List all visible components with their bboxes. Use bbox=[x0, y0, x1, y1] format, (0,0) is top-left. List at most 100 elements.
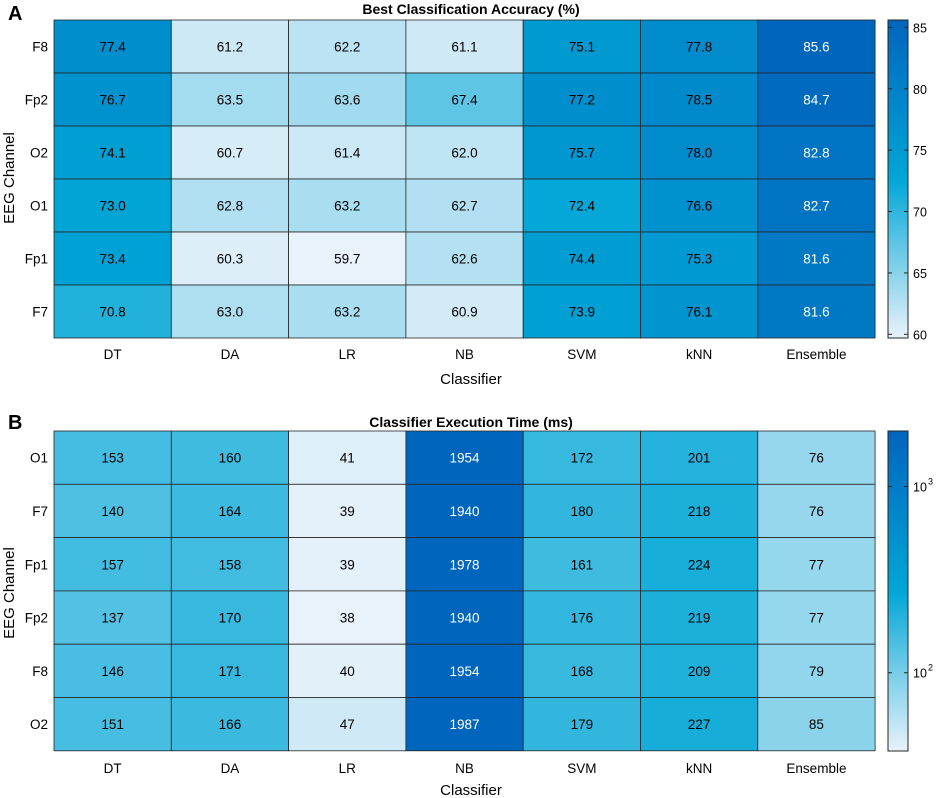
cell-value-label: 1954 bbox=[450, 664, 481, 679]
colorbar-tick-label: 70 bbox=[913, 206, 927, 220]
cell-value-label: 76.6 bbox=[686, 199, 712, 214]
heatmap-cell bbox=[53, 231, 172, 286]
cell-value-label: 76.1 bbox=[686, 305, 712, 320]
heatmap-cell bbox=[522, 537, 641, 592]
panel-a-title: Best Classification Accuracy (%) bbox=[362, 1, 579, 17]
heatmap-cell bbox=[53, 284, 172, 339]
heatmap-cell bbox=[522, 697, 641, 752]
cell-value-label: 60.3 bbox=[217, 252, 243, 267]
heatmap-cell bbox=[405, 19, 524, 74]
cell-value-label: 153 bbox=[101, 451, 124, 466]
cell-value-label: 73.0 bbox=[100, 199, 126, 214]
x-tick-label: kNN bbox=[686, 347, 712, 362]
x-tick-label: LR bbox=[339, 347, 357, 362]
heatmap-cell bbox=[757, 697, 876, 752]
cell-value-label: 61.2 bbox=[217, 40, 243, 55]
cell-value-label: 73.4 bbox=[100, 252, 127, 267]
heatmap-cell bbox=[288, 231, 407, 286]
colorbar-tick-label: 75 bbox=[913, 144, 927, 158]
cell-value-label: 63.2 bbox=[334, 305, 360, 320]
x-tick-label: DA bbox=[221, 761, 240, 776]
heatmap-cell bbox=[170, 19, 290, 74]
heatmap-cell bbox=[288, 284, 407, 339]
cell-value-label: 81.6 bbox=[803, 252, 829, 267]
y-tick-label: O2 bbox=[30, 717, 48, 732]
cell-value-label: 70.8 bbox=[100, 305, 126, 320]
panel-a-x-label: Classifier bbox=[440, 371, 502, 388]
heatmap-cell bbox=[405, 284, 524, 339]
cell-value-label: 39 bbox=[340, 557, 355, 572]
cell-value-label: 77 bbox=[809, 611, 824, 626]
cell-value-label: 63.0 bbox=[217, 305, 243, 320]
panel-a-colorbar-ticks: 60 65 70 75 80 85 bbox=[888, 21, 927, 342]
heatmap-cell bbox=[170, 178, 290, 233]
panel-b-cells: 153 160 41 1954 172 201 76 140 164 39 1940 180 218 76… bbox=[53, 430, 876, 752]
cell-value-label: 77 bbox=[809, 557, 824, 572]
panel-b-colorbar bbox=[887, 430, 909, 752]
y-tick-label: O1 bbox=[30, 451, 48, 466]
cell-value-label: 60.9 bbox=[451, 305, 477, 320]
y-tick-label: O2 bbox=[30, 146, 48, 161]
heatmap-cell bbox=[522, 284, 641, 339]
cell-value-label: 81.6 bbox=[803, 305, 829, 320]
panel-b-title: Classifier Execution Time (ms) bbox=[369, 414, 573, 430]
cell-value-label: 164 bbox=[219, 504, 242, 519]
heatmap-cell bbox=[757, 483, 876, 538]
heatmap-cell bbox=[170, 125, 290, 180]
panel-b-y-label: EEG Channel bbox=[1, 547, 18, 639]
cell-value-label: 84.7 bbox=[803, 93, 829, 108]
cell-value-label: 75.1 bbox=[569, 40, 595, 55]
y-tick-label: O1 bbox=[30, 199, 48, 214]
heatmap-cell bbox=[757, 231, 876, 286]
cell-value-label: 146 bbox=[101, 664, 124, 679]
heatmap-cell bbox=[170, 697, 290, 752]
cell-value-label: 74.4 bbox=[569, 252, 596, 267]
heatmap-cell bbox=[53, 643, 172, 698]
y-tick-label: F8 bbox=[32, 664, 48, 679]
cell-value-label: 76 bbox=[809, 504, 824, 519]
cell-value-label: 62.6 bbox=[451, 252, 477, 267]
heatmap-cell bbox=[53, 697, 172, 752]
y-tick-label: F7 bbox=[32, 504, 48, 519]
x-tick-label: kNN bbox=[686, 761, 712, 776]
panel-b-letter: B bbox=[8, 412, 22, 434]
heatmap-cell bbox=[170, 537, 290, 592]
heatmap-cell bbox=[640, 697, 759, 752]
heatmap-cell bbox=[757, 284, 876, 339]
cell-value-label: 1987 bbox=[450, 717, 480, 732]
cell-value-label: 157 bbox=[101, 557, 124, 572]
x-tick-label: DT bbox=[104, 761, 122, 776]
cell-value-label: 72.4 bbox=[569, 199, 596, 214]
cell-value-label: 74.1 bbox=[100, 146, 126, 161]
heatmap-cell bbox=[640, 72, 759, 127]
heatmap-cell bbox=[640, 483, 759, 538]
cell-value-label: 63.2 bbox=[334, 199, 360, 214]
cell-value-label: 67.4 bbox=[451, 93, 478, 108]
heatmap-cell bbox=[288, 590, 407, 645]
heatmap-cell bbox=[288, 19, 407, 74]
cell-value-label: 59.7 bbox=[334, 252, 360, 267]
heatmap-cell bbox=[53, 72, 172, 127]
heatmap-cell bbox=[170, 643, 290, 698]
heatmap-cell bbox=[288, 483, 407, 538]
heatmap-cell bbox=[53, 125, 172, 180]
cell-value-label: 62.7 bbox=[451, 199, 477, 214]
cell-value-label: 75.3 bbox=[686, 252, 712, 267]
x-tick-label: DT bbox=[104, 347, 122, 362]
heatmap-cell bbox=[640, 19, 759, 74]
cell-value-label: 227 bbox=[688, 717, 711, 732]
heatmap-cell bbox=[640, 430, 759, 485]
heatmap-cell bbox=[640, 590, 759, 645]
heatmap-cell bbox=[522, 590, 641, 645]
x-tick-label: NB bbox=[455, 761, 474, 776]
cell-value-label: 82.7 bbox=[803, 199, 829, 214]
y-tick-label: Fp2 bbox=[25, 93, 48, 108]
x-tick-label: Ensemble bbox=[786, 761, 846, 776]
colorbar-tick-label: 65 bbox=[913, 267, 927, 281]
cell-value-label: 179 bbox=[571, 717, 594, 732]
cell-value-label: 78.5 bbox=[686, 93, 712, 108]
cell-value-label: 39 bbox=[340, 504, 355, 519]
cell-value-label: 171 bbox=[219, 664, 242, 679]
